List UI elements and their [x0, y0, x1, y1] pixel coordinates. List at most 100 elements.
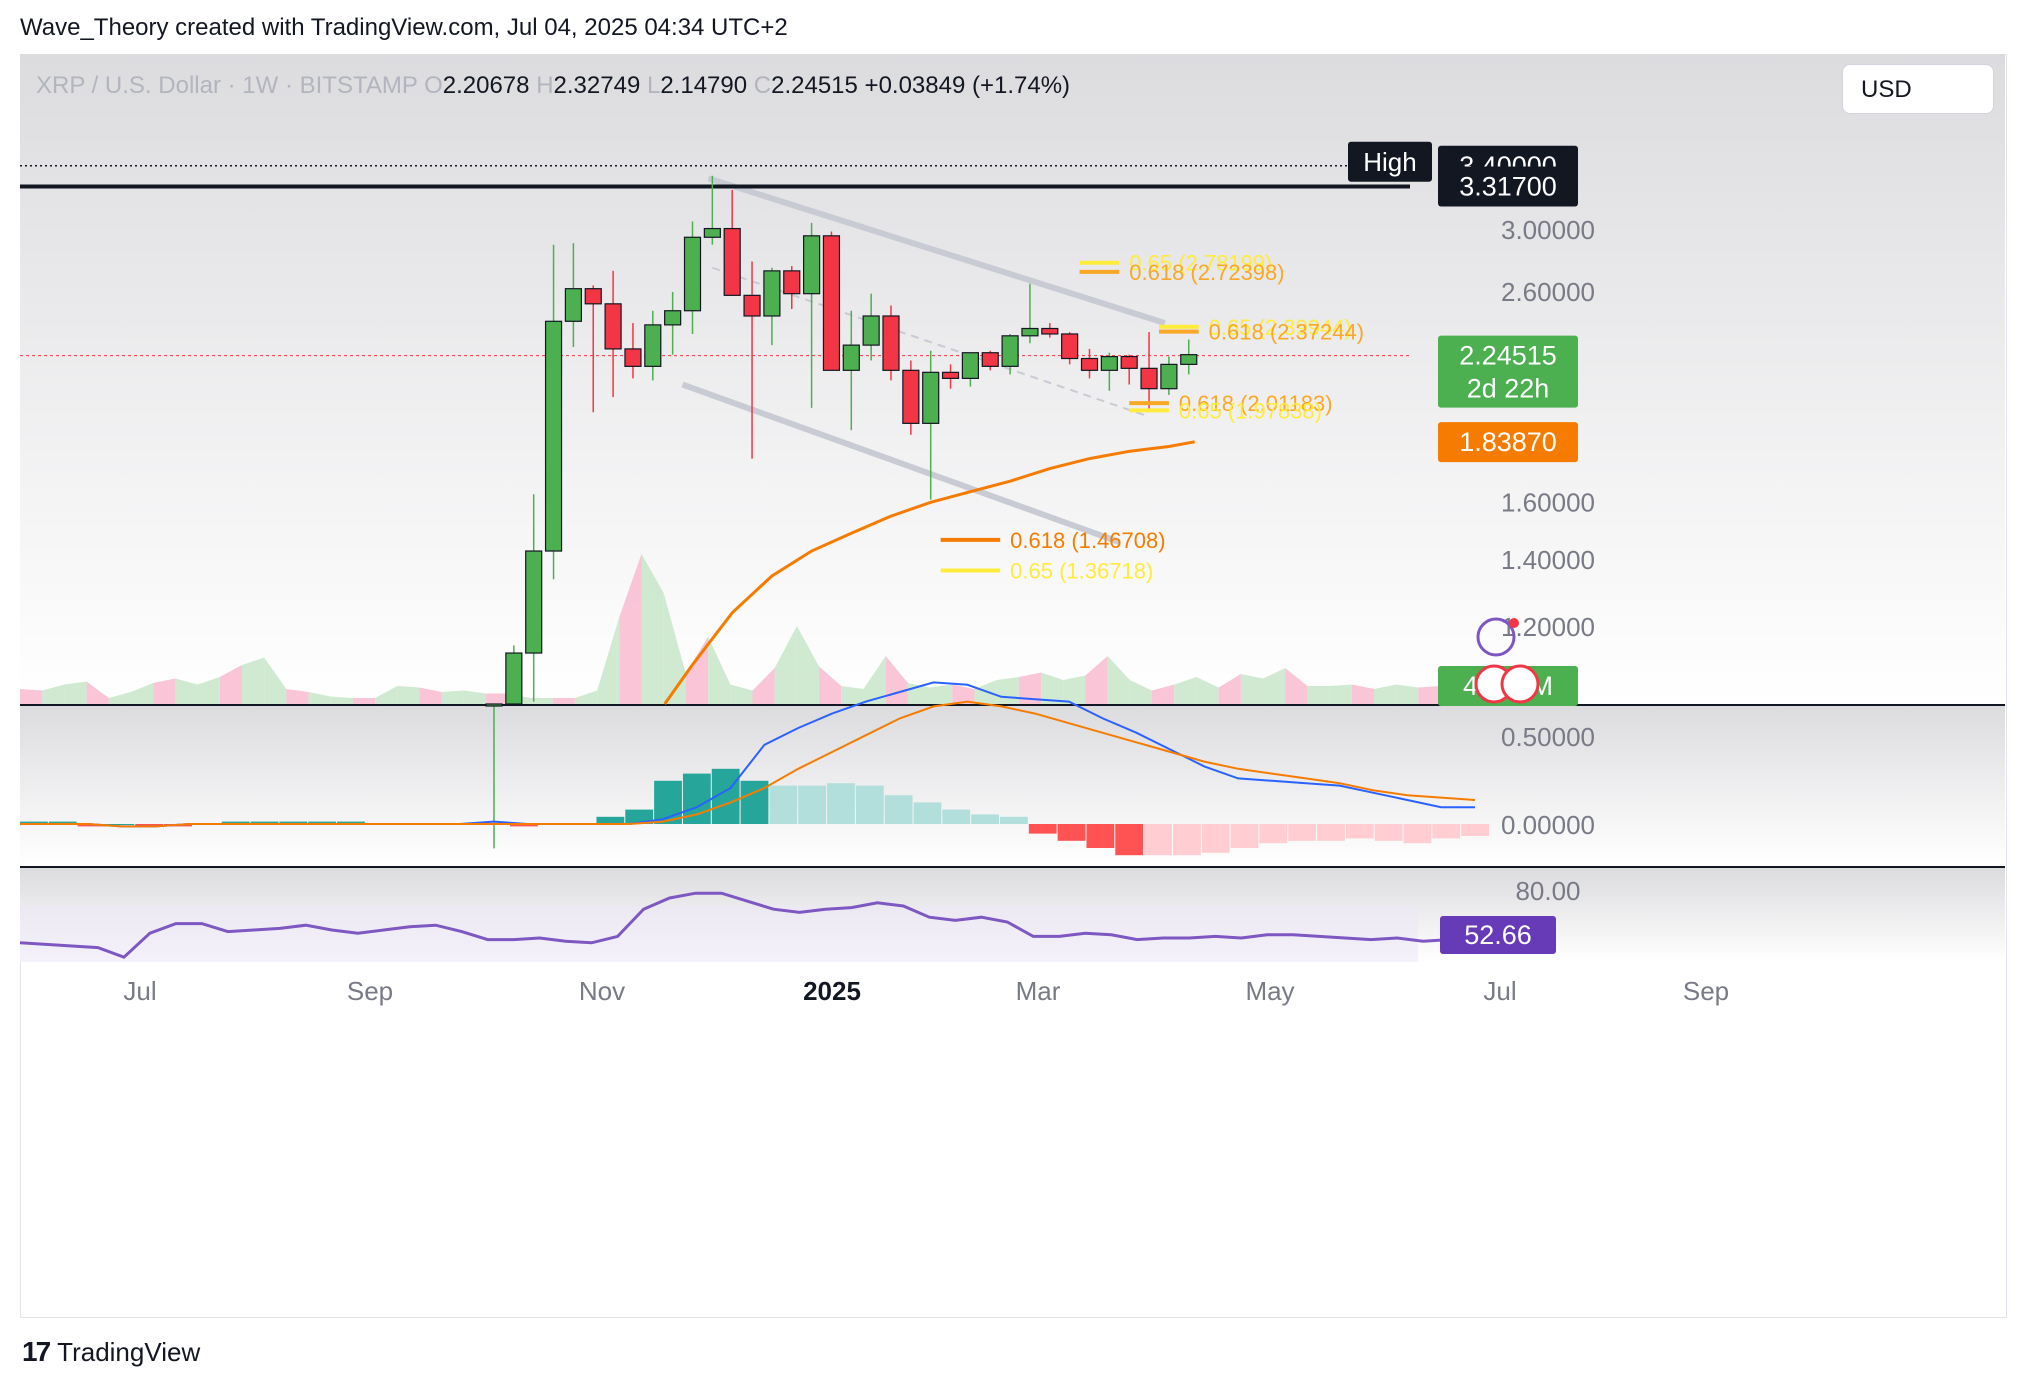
macd-histogram-bar [48, 821, 77, 824]
close-label: C [753, 72, 772, 99]
channel-upper-line [707, 175, 1166, 326]
candle [1180, 339, 1198, 375]
time-axis-tick: Mar [1016, 976, 1061, 1006]
fib-levels: 0.65 (2.78199)0.618 (2.72398) 0.65 (2.399… [940, 251, 1364, 583]
macd-histogram-bar [221, 821, 250, 824]
macd-histogram-bar [337, 821, 365, 824]
candle [644, 310, 662, 381]
price-axis-tick: 3.00000 [1501, 215, 1595, 245]
macd-signal-line [20, 700, 1476, 828]
macd-histogram-bar [798, 785, 827, 824]
low-label: L [646, 72, 661, 99]
time-axis-tick: Jul [1483, 976, 1516, 1006]
candle-body [922, 371, 940, 424]
candle-body [1100, 355, 1118, 371]
candle-body [624, 348, 642, 367]
ema-price-label-bg [1438, 422, 1578, 463]
candle-body [941, 371, 960, 379]
footer-brand[interactable]: TradingView [57, 1336, 201, 1367]
tradingview-logo-icon[interactable]: 17 [22, 1336, 51, 1367]
symbol-label[interactable]: XRP / U.S. Dollar · 1W · BITSTAMP [36, 72, 418, 99]
macd-histogram-bar [625, 809, 654, 824]
volume-bar [20, 689, 43, 704]
fib-level-label: 0.618 (1.46708) [1010, 528, 1165, 553]
chart-svg[interactable]: 0.65 (2.78199)0.618 (2.72398) 0.65 (2.399… [20, 54, 2005, 1316]
candle-body [644, 324, 662, 367]
volume-bar [1263, 668, 1286, 704]
macd-histogram-bar [1000, 816, 1028, 824]
candle [1140, 332, 1158, 411]
volume-bar [86, 681, 109, 704]
macd-histogram-bar [20, 821, 48, 824]
event-icons [1474, 617, 1540, 704]
volume-bar [108, 692, 131, 704]
low-value: 2.14790 [660, 72, 748, 99]
macd-axis-tick: 0.00000 [1501, 810, 1595, 840]
candle-body [961, 352, 980, 379]
rsi-band [20, 906, 1418, 962]
fib-level-label: 0.65 (1.97838) [1179, 398, 1322, 423]
candle-body [822, 235, 841, 371]
candle [584, 285, 602, 413]
candle [624, 323, 642, 379]
time-axis-tick: 2025 [803, 976, 861, 1006]
volume-bar [952, 684, 975, 704]
ema-layer [663, 440, 1195, 705]
candles [485, 175, 1198, 849]
main-pane-bg [20, 54, 2005, 704]
macd-histogram-bar [1115, 824, 1144, 856]
macd-histogram-bar [1086, 824, 1115, 848]
volume-bar [264, 657, 287, 704]
volume-bar [1063, 675, 1086, 704]
currency-selector[interactable]: USD [1842, 64, 1994, 114]
volume-bar [463, 690, 487, 704]
candle-body [703, 227, 721, 238]
candle [981, 350, 999, 371]
candle-body [544, 320, 563, 552]
candle [683, 221, 702, 334]
volume-bar [1418, 686, 1441, 704]
volume-bar [241, 657, 265, 704]
volume-bar [64, 681, 87, 704]
candle [723, 190, 741, 296]
volume-bar [1196, 677, 1219, 704]
us-flag-icon [1500, 664, 1540, 704]
candle [1061, 332, 1079, 365]
candle-body [862, 315, 880, 346]
volume-bar [1374, 684, 1397, 704]
macd-pane-bg [20, 706, 2005, 866]
volume-bar [330, 696, 353, 704]
time-axis-tick: Sep [347, 976, 393, 1006]
macd-pane [20, 681, 1489, 856]
time-axis-tick: May [1245, 976, 1294, 1006]
macd-histogram-bar [971, 814, 999, 824]
candle [941, 364, 960, 389]
high-tag-label: High [1363, 147, 1416, 177]
candle [564, 243, 583, 348]
ema-line [663, 440, 1195, 705]
volume-bar [841, 686, 864, 704]
volume-bar [530, 698, 553, 704]
lightning-icon [1476, 617, 1516, 657]
fib-level-label: 0.65 (2.39944) [1209, 315, 1352, 340]
volume-bar [574, 690, 598, 704]
price-axis: 1.200001.400001.600002.600003.000003.400… [1348, 141, 1595, 954]
volume-layer [20, 554, 1485, 704]
volume-bar [1218, 674, 1241, 704]
candle-body [981, 352, 999, 367]
volume-bar [863, 656, 886, 704]
candle-body [882, 315, 900, 371]
macd-histogram-bar [827, 783, 855, 824]
time-axis: Jul Sep Nov 2025 Mar May Jul Sep [123, 976, 1729, 1006]
volume-bar [197, 677, 220, 704]
fib-level-label: 0.65 (2.78199) [1129, 251, 1272, 276]
ohlc-legend: XRP / U.S. Dollar · 1W · BITSTAMP O2.206… [36, 72, 1070, 100]
candle-body [584, 288, 602, 305]
volume-bar [1329, 684, 1352, 704]
candle [544, 244, 563, 580]
change-value: +0.03849 (+1.74%) [864, 72, 1071, 99]
macd-histogram-bar [1432, 824, 1461, 839]
macd-histogram-bar [913, 802, 942, 824]
candle-body [1021, 327, 1039, 337]
time-axis-tick: Jul [123, 976, 156, 1006]
